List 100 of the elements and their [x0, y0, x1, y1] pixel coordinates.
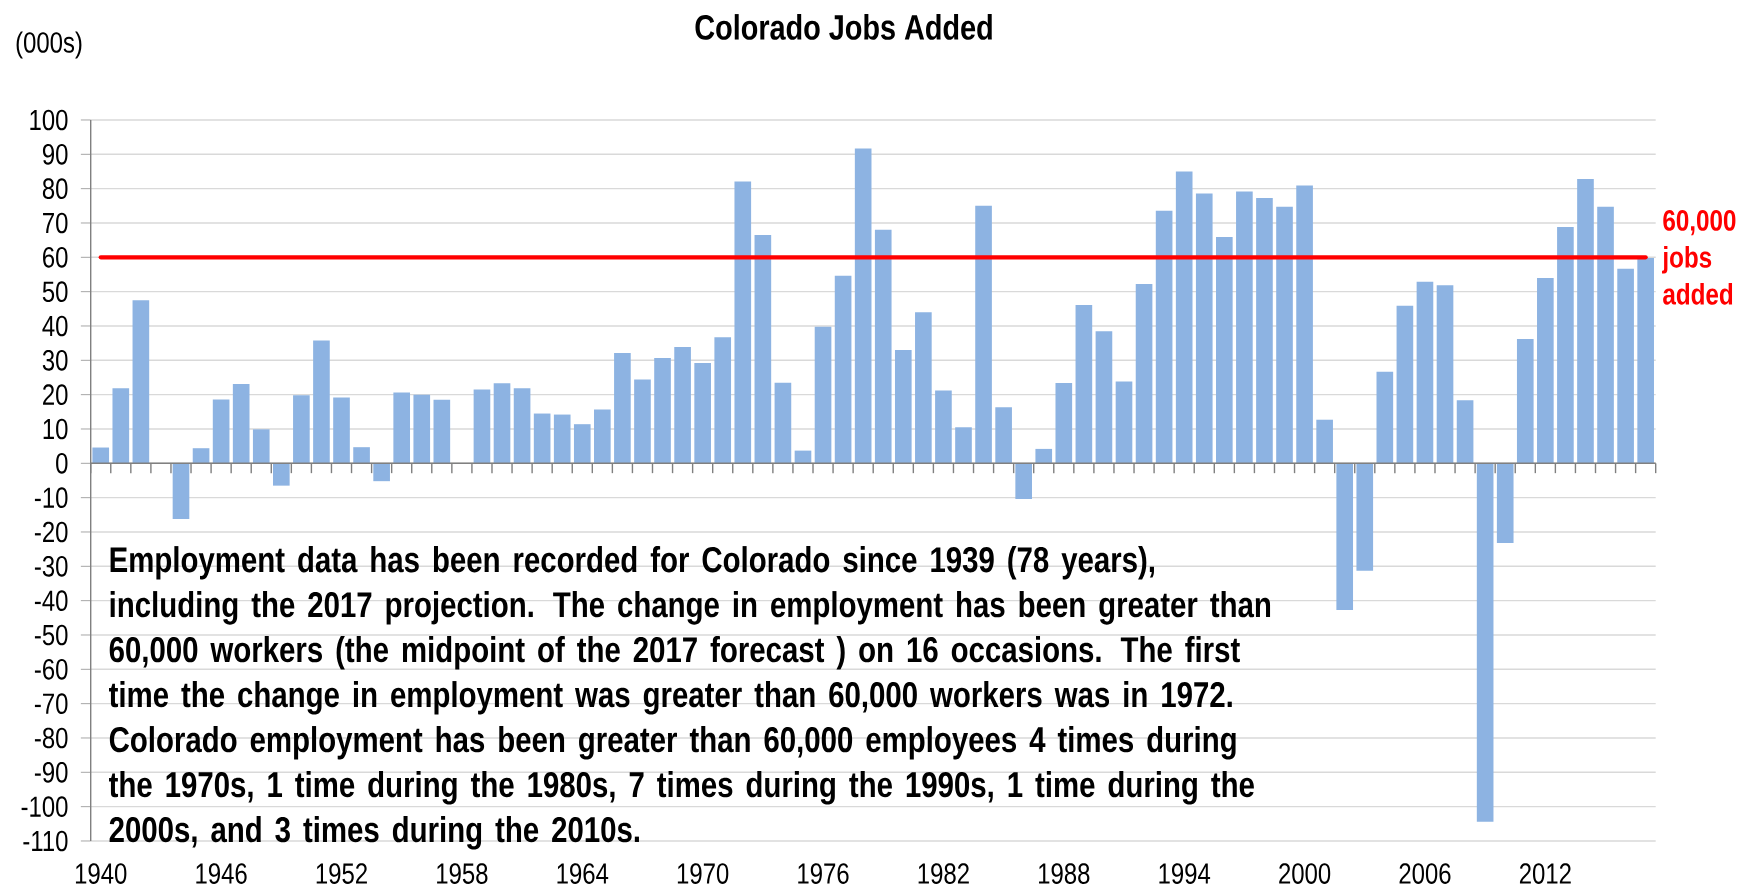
x-tick-label: 1976	[798, 863, 849, 884]
y-tick-label: -90	[34, 762, 68, 783]
bar	[674, 346, 691, 464]
bar	[834, 275, 852, 464]
bar	[594, 409, 611, 464]
bar	[794, 450, 812, 464]
bar	[1115, 381, 1133, 464]
bar	[533, 413, 551, 464]
bar	[333, 397, 350, 464]
bar	[634, 379, 651, 464]
bar	[1055, 382, 1073, 464]
bar	[935, 390, 952, 464]
annotation: Employment data has been recorded for Colorado since 1939 (78 years), including the 2017 projection. The change in employment has been greater than 60,000 workers (the midpoint of the 2017 forecast ) on 16 occasions. The first time the change in employment was greater than 60,000 workers was in 1972. Colorado employment has been greater than 60,000 employees 4 times during the 1970s, 1 time during the 1980s, 7 times during the 1990s, 1 time during the 2000s, and 3 times during the 2010s.	[109, 546, 1271, 850]
bar	[573, 424, 591, 464]
bar	[1476, 463, 1494, 822]
bar	[1336, 463, 1354, 610]
y-tick-label: -10	[34, 487, 68, 508]
bar	[1216, 237, 1233, 464]
bar	[293, 395, 310, 464]
bar	[112, 388, 130, 464]
bar	[1316, 419, 1333, 464]
bar	[814, 326, 832, 464]
bar	[1236, 191, 1253, 464]
bar	[192, 448, 210, 464]
bar	[1597, 206, 1614, 464]
bar	[1296, 185, 1313, 464]
bar	[493, 383, 511, 464]
bar	[1195, 193, 1213, 464]
y-tick-label: 70	[43, 212, 68, 234]
bar	[1456, 400, 1474, 464]
bar	[955, 427, 972, 464]
bar	[513, 388, 531, 464]
bar	[1396, 305, 1414, 464]
y-tick-label: -60	[34, 659, 68, 680]
y-tick-label: 60	[43, 247, 68, 268]
bar	[874, 229, 892, 464]
bar	[353, 447, 370, 464]
x-tick-label: 1952	[316, 863, 367, 884]
y-tick-label: 30	[42, 350, 68, 371]
x-tick-label: 1982	[918, 863, 969, 884]
bar	[1577, 179, 1594, 464]
bar	[1175, 171, 1193, 464]
bar	[272, 463, 290, 486]
chart-title: Colorado Jobs Added	[695, 14, 992, 40]
y-tick-label: -30	[34, 556, 68, 577]
bar	[894, 350, 912, 464]
bar	[232, 384, 250, 464]
bar	[1516, 339, 1534, 464]
x-tick-label: 1994	[1159, 863, 1211, 884]
bar	[1135, 284, 1153, 464]
y-tick-label: 10	[43, 418, 68, 440]
bar	[854, 148, 872, 464]
x-tick-label: 1946	[196, 863, 247, 884]
bar	[172, 463, 190, 519]
bar	[1557, 227, 1574, 464]
ref-line-label: 60,000 jobs added	[1662, 209, 1736, 305]
y-tick-label: 90	[42, 144, 68, 165]
y-tick-label: -110	[23, 830, 68, 852]
y-tick-label: 100	[30, 109, 68, 131]
bar	[92, 447, 110, 464]
bar	[373, 463, 390, 482]
bar	[614, 353, 631, 464]
x-tick-label: 2012	[1519, 863, 1571, 884]
x-tick-label: 1970	[677, 863, 729, 884]
x-tick-label: 2000	[1279, 863, 1331, 884]
bar	[132, 300, 150, 464]
bar	[252, 429, 270, 464]
y-tick-label: -50	[34, 624, 68, 646]
x-tick-label: 1988	[1039, 863, 1090, 884]
x-tick-label: 1964	[557, 863, 609, 884]
bar	[1496, 463, 1514, 543]
bar	[393, 392, 411, 464]
y-tick-label: 20	[43, 384, 68, 405]
bar	[413, 394, 431, 464]
bar	[1617, 268, 1634, 464]
y-tick-label: 50	[42, 281, 68, 302]
y-tick-label: -80	[34, 727, 68, 749]
bar	[995, 407, 1012, 464]
bar	[714, 337, 732, 464]
bar	[774, 382, 792, 464]
bar	[975, 205, 992, 464]
y-tick-label: 80	[42, 178, 68, 199]
bar	[313, 340, 330, 464]
bar	[433, 399, 451, 464]
bar	[1035, 448, 1053, 464]
bar	[1416, 281, 1434, 464]
bar	[1376, 371, 1394, 464]
bar	[1075, 305, 1093, 464]
bar	[1276, 206, 1293, 464]
bar	[915, 312, 932, 464]
x-tick-label: 1940	[75, 863, 127, 884]
bar	[694, 363, 711, 464]
x-tick-label: 2006	[1399, 863, 1451, 884]
x-tick-label: 1958	[437, 863, 488, 884]
y-tick-label: -70	[34, 693, 68, 714]
bar	[1095, 331, 1113, 464]
y-tick-label: 40	[42, 315, 68, 337]
bar	[1537, 277, 1554, 464]
bar	[1256, 197, 1273, 464]
bar	[1637, 258, 1654, 464]
